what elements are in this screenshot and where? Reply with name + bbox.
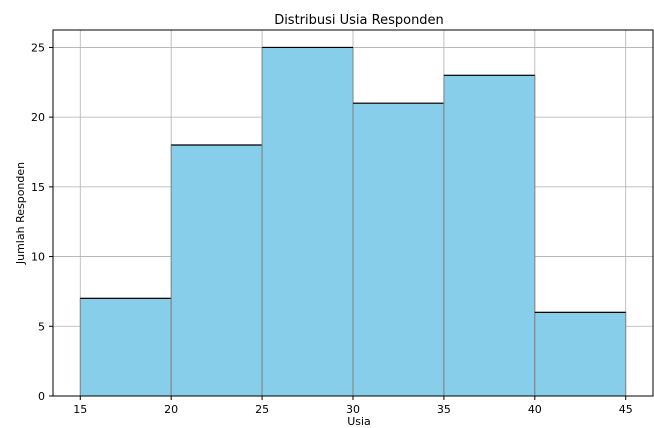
x-tick-label: 30: [346, 403, 360, 416]
histogram-bar: [534, 311, 627, 397]
y-tick-label: 15: [31, 181, 45, 194]
bars-layer: [79, 46, 627, 397]
x-tick-label: 15: [73, 403, 87, 416]
y-tick-label: 0: [38, 390, 45, 403]
x-tick-label: 45: [619, 403, 633, 416]
histogram-bar: [261, 46, 354, 397]
histogram-bar: [170, 144, 263, 397]
ticks-layer: 15 20 25 30 35 40 45 0 5 10 15 20 25: [31, 41, 633, 416]
x-tick-label: 20: [164, 403, 178, 416]
histogram-bar: [79, 297, 172, 397]
y-axis-title: Jumlah Responden: [14, 162, 27, 265]
x-axis-title: Usia: [347, 415, 371, 428]
chart-title: Distribusi Usia Responden: [274, 13, 444, 28]
histogram-bar: [443, 74, 536, 397]
y-tick-label: 20: [31, 111, 45, 124]
x-tick-label: 25: [255, 403, 269, 416]
histogram-bar: [352, 102, 445, 397]
y-tick-label: 25: [31, 41, 45, 54]
y-tick-label: 5: [38, 320, 45, 333]
x-tick-label: 35: [437, 403, 451, 416]
y-tick-label: 10: [31, 251, 45, 264]
x-tick-label: 40: [528, 403, 542, 416]
